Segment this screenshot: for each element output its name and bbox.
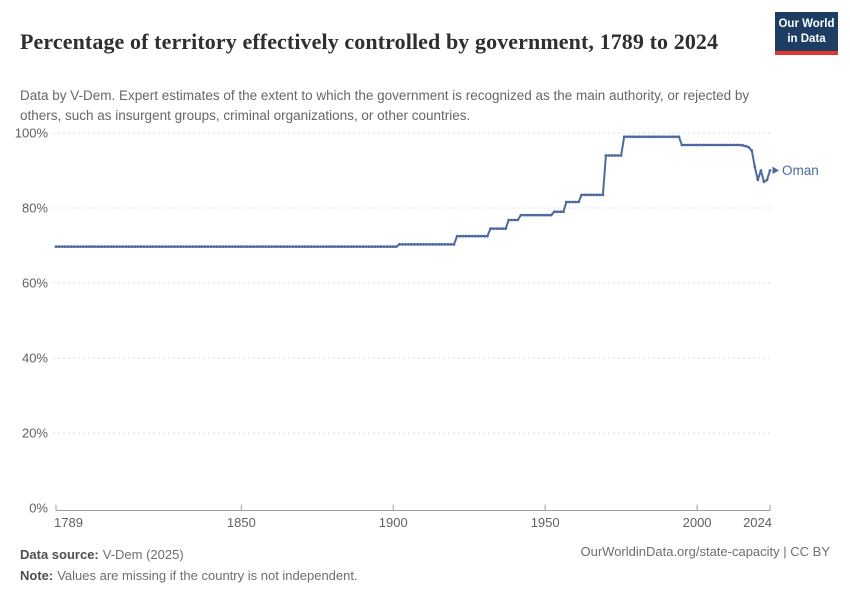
- data-source-line: Data source: V-Dem (2025): [20, 544, 358, 565]
- series-end-arrow-icon: [772, 166, 779, 174]
- series-line-oman[interactable]: [55, 135, 771, 248]
- data-source-text: V-Dem (2025): [102, 547, 184, 562]
- owid-logo[interactable]: Our World in Data: [775, 12, 838, 55]
- x-axis-tick-label: 2024: [743, 515, 772, 530]
- owid-logo-line2: in Data: [787, 32, 826, 45]
- data-source-label: Data source:: [20, 547, 99, 562]
- y-axis-tick-label: 80%: [22, 201, 48, 216]
- x-axis-tick-label: 2000: [683, 515, 712, 530]
- page-title: Percentage of territory effectively cont…: [20, 28, 719, 54]
- series-markers-oman: [54, 135, 772, 249]
- y-axis-tick-label: 0%: [29, 501, 48, 516]
- footer-source-note: Data source: V-Dem (2025) Note: Values are…: [20, 544, 358, 587]
- footer-citation[interactable]: OurWorldinData.org/state-capacity | CC B…: [580, 544, 830, 559]
- y-axis-tick-label: 60%: [22, 276, 48, 291]
- note-text: Values are missing if the country is not…: [57, 568, 358, 584]
- x-axis-tick-label: 1950: [531, 515, 560, 530]
- y-axis-tick-label: 40%: [22, 351, 48, 366]
- y-axis-tick-label: 20%: [22, 426, 48, 441]
- note-label: Note:: [20, 568, 54, 584]
- x-axis-tick-label: 1850: [227, 515, 256, 530]
- x-axis-tick-label: 1789: [54, 515, 83, 530]
- chart-subtitle: Data by V-Dem. Expert estimates of the e…: [20, 87, 750, 124]
- owid-logo-line1: Our World: [778, 18, 835, 31]
- x-axis-tick-label: 1900: [379, 515, 408, 530]
- series-label-oman[interactable]: Oman: [782, 163, 819, 178]
- y-axis-tick-label: 100%: [15, 126, 49, 141]
- note-line: Note: Values are missing if the country i…: [20, 565, 358, 586]
